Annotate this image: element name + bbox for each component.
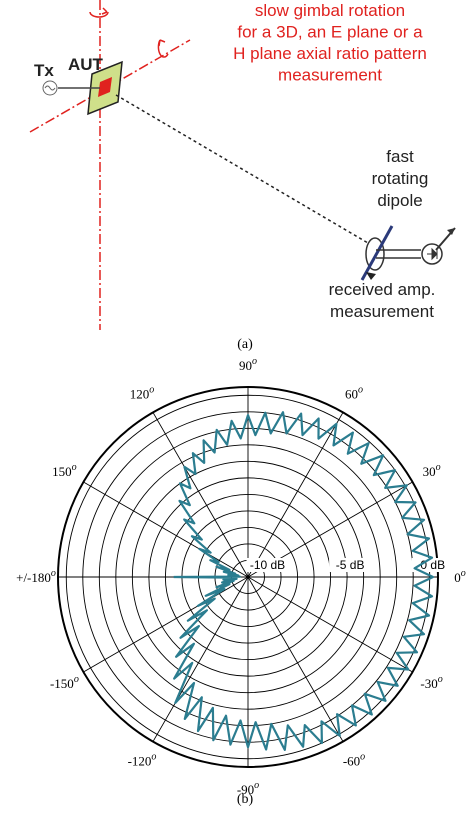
angle-label: 90o [239, 356, 257, 373]
degree-mark: o [358, 384, 363, 395]
degree-mark: o [461, 568, 466, 579]
rotation-arrow-head [366, 272, 376, 280]
angle-value: 120 [130, 386, 150, 401]
dipole-rotation [365, 237, 385, 271]
note-line: fast [386, 147, 414, 166]
degree-mark: o [254, 780, 259, 791]
degree-mark: o [438, 674, 443, 685]
note-line: rotating [372, 169, 429, 188]
angle-label: -60o [343, 752, 365, 769]
angle-label: 60o [345, 384, 363, 401]
note-line: for a 3D, an E plane or a [237, 23, 423, 42]
degree-mark: o [74, 674, 79, 685]
setup-diagram [29, 0, 456, 330]
r-tick-label: 0 dB [420, 558, 445, 572]
arrow-head [101, 7, 108, 15]
degree-mark: o [72, 462, 77, 473]
spoke [152, 576, 249, 742]
caption-b: (b) [237, 792, 254, 807]
angle-label: 0o [454, 568, 466, 585]
degree-mark: o [149, 384, 154, 395]
spoke [83, 576, 249, 673]
angle-value: -120 [128, 754, 152, 769]
angle-value: -150 [50, 676, 74, 691]
spoke [247, 412, 344, 578]
note-line: H plane axial ratio pattern [233, 44, 427, 63]
note-line: measurement [278, 66, 382, 85]
arrow-head [447, 228, 455, 235]
angle-value: 60 [345, 386, 358, 401]
angle-label: -120o [128, 752, 157, 769]
angle-label: -90o [237, 780, 259, 797]
angle-label: -150o [50, 674, 79, 691]
note-line: measurement [330, 302, 434, 321]
polar-chart: 0o30o60o90o120o150o+/-180o-150o-120o-90o… [16, 356, 466, 797]
angle-label: 150o [52, 462, 77, 479]
angle-value: 0 [454, 570, 461, 585]
angle-value: 30 [423, 464, 436, 479]
angle-label: 30o [423, 462, 441, 479]
path-line [115, 94, 369, 244]
degree-mark: o [436, 462, 441, 473]
angle-value: 90 [239, 358, 252, 373]
gimbal-note: slow gimbal rotation for a 3D, an E plane… [233, 1, 427, 85]
degree-mark: o [252, 356, 257, 367]
dipole-note: fast rotating dipole [372, 147, 429, 210]
note-line: received amp. [329, 280, 436, 299]
spoke [247, 576, 413, 673]
degree-mark: o [360, 752, 365, 763]
angle-value: 150 [52, 464, 72, 479]
spoke [83, 481, 249, 578]
tx-label: Tx [34, 61, 54, 80]
dipole [360, 225, 394, 281]
angle-value: -30 [420, 676, 437, 691]
degree-mark: o [151, 752, 156, 763]
angle-label: 120o [130, 384, 155, 401]
arrow-head [158, 39, 166, 47]
spoke [247, 576, 344, 742]
r-tick-label: -10 dB [250, 558, 285, 572]
label-bg [411, 558, 448, 572]
angle-value: -90 [237, 782, 254, 797]
diode [427, 247, 438, 261]
received-note: received amp. measurement [329, 280, 436, 321]
degree-mark: o [51, 568, 56, 579]
transmission-line [376, 249, 421, 259]
label-bg [329, 558, 366, 572]
aut-label: AUT [68, 55, 104, 74]
caption-a: (a) [237, 337, 253, 352]
aut-patch [98, 77, 112, 97]
rotation-arrow [89, 11, 109, 18]
label-bg [246, 558, 283, 572]
spoke [152, 412, 249, 578]
angle-label: +/-180o [16, 568, 56, 585]
angle-value: +/-180 [16, 570, 51, 585]
angle-label: -30o [420, 674, 442, 691]
source-wave [44, 85, 56, 91]
angle-value: -60 [343, 754, 360, 769]
pattern-line [173, 411, 435, 751]
note-line: dipole [377, 191, 422, 210]
note-line: slow gimbal rotation [255, 1, 405, 20]
r-tick-label: -5 dB [336, 558, 365, 572]
